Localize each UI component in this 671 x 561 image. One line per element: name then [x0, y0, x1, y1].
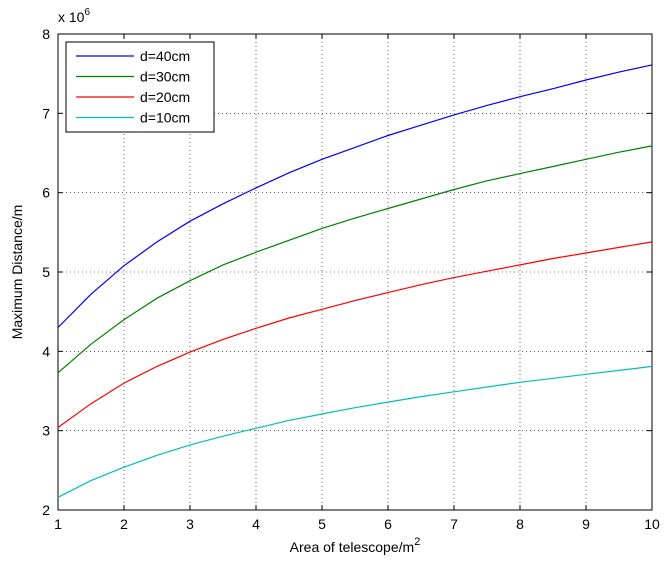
x-tick-label: 9 [582, 516, 590, 532]
y-axis-label: Maximum Distance/m [9, 205, 25, 340]
y-tick-label: 7 [42, 105, 50, 121]
y-tick-label: 3 [42, 423, 50, 439]
y-axis-multiplier: x 106 [58, 7, 90, 25]
x-tick-label: 3 [186, 516, 194, 532]
x-axis-label: Area of telescope/m2 [290, 536, 421, 555]
series-line-0 [57, 64, 653, 328]
x-tick-label: 2 [120, 516, 128, 532]
x-tick-label: 10 [644, 516, 660, 532]
x-tick-label: 1 [54, 516, 62, 532]
x-tick-label: 6 [384, 516, 392, 532]
y-tick-label: 5 [42, 264, 50, 280]
y-tick-label: 6 [42, 185, 50, 201]
x-tick-label: 4 [252, 516, 260, 532]
x-tick-label: 5 [318, 516, 326, 532]
legend: d=40cm d=30cm d=20cm d=10cm [65, 41, 215, 133]
series-line-2 [57, 241, 653, 428]
legend-label: d=40cm [140, 48, 190, 64]
y-tick-label: 2 [42, 502, 50, 518]
y-axis-multiplier-exponent: 6 [84, 7, 90, 18]
series-line-1 [57, 145, 653, 374]
legend-label: d=30cm [140, 69, 190, 85]
y-tick-label: 4 [42, 343, 50, 359]
y-tick-label: 8 [42, 26, 50, 42]
x-axis-label-superscript: 2 [414, 536, 420, 548]
legend-label: d=10cm [140, 110, 190, 126]
series-line-3 [57, 365, 653, 498]
legend-label: d=20cm [140, 89, 190, 105]
series-lines [57, 64, 653, 498]
x-tick-label: 8 [516, 516, 524, 532]
x-tick-label: 7 [450, 516, 458, 532]
